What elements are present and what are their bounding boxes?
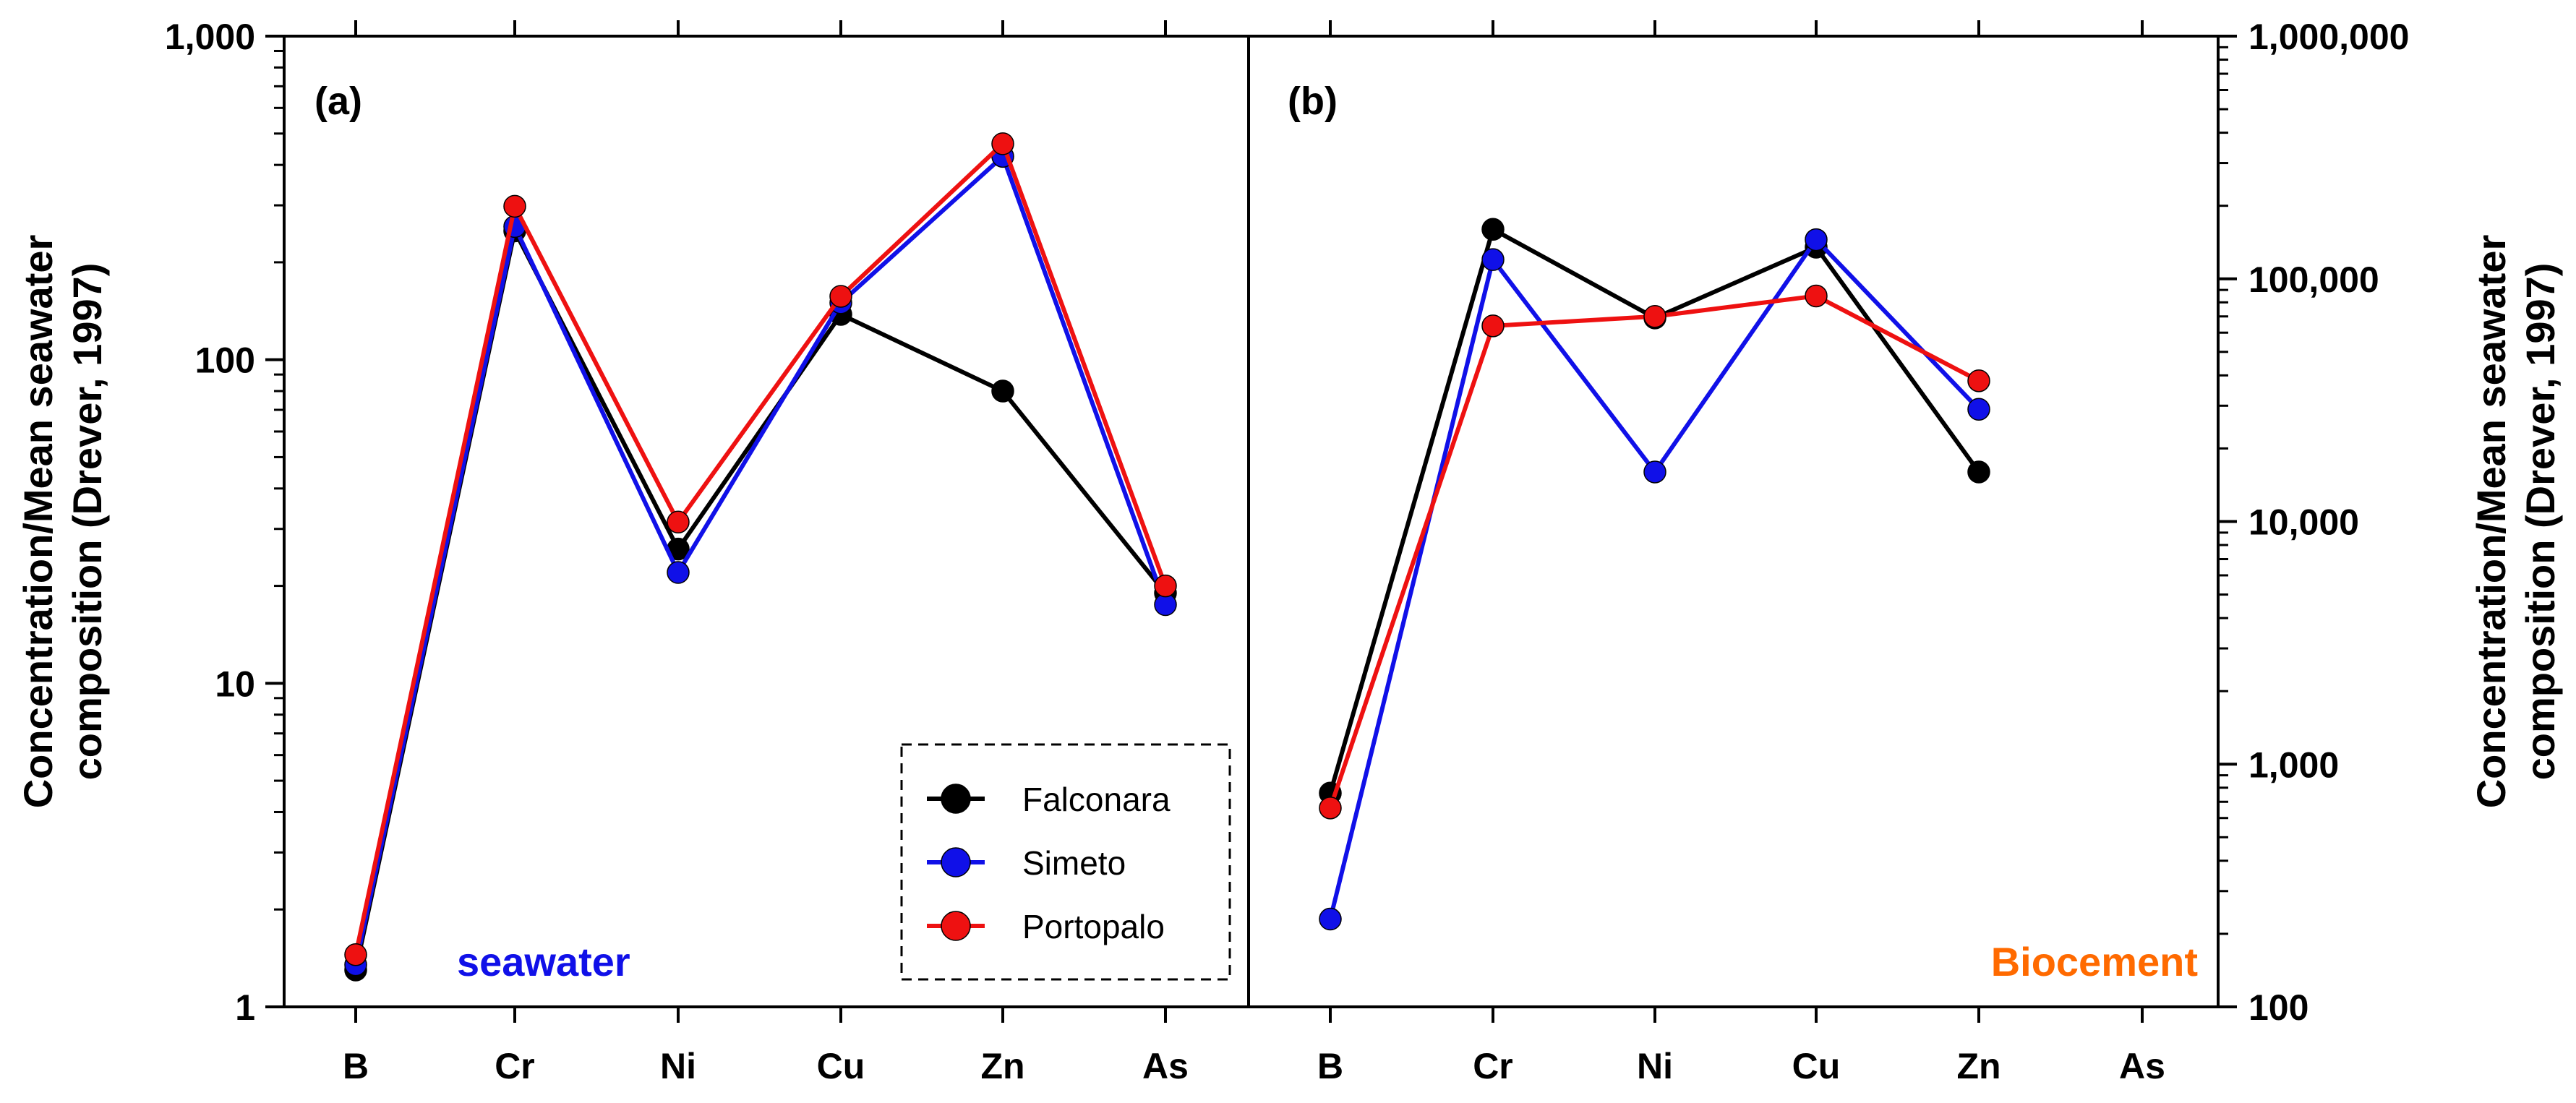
legend-marker-falconara: [941, 784, 971, 814]
legend: Falconara Simeto Portopalo: [900, 743, 1231, 981]
panel-label-b: (b): [1288, 80, 1338, 123]
legend-marker-portopalo: [941, 911, 971, 941]
point-falconara-zn-b: [1967, 460, 1990, 484]
series-line-simeto-b: [1328, 237, 1981, 920]
legend-marker-simeto: [941, 847, 971, 877]
y-tick-label-b-1: 1,000: [2248, 744, 2339, 785]
y-tick-label-a-1: 10: [215, 664, 255, 704]
plot-frame: [283, 35, 2220, 1008]
x-tick-label-b-Cr: Cr: [1473, 1046, 1513, 1086]
point-portopalo-cr-b: [1481, 314, 1505, 338]
x-tick-label-b-As: As: [2119, 1046, 2165, 1086]
x-tick-label-b-B: B: [1317, 1046, 1343, 1086]
x-tick-label-a-Cu: Cu: [817, 1046, 865, 1086]
legend-label-falconara: Falconara: [1022, 781, 1171, 818]
point-simeto-ni-a: [667, 561, 690, 584]
y-axis-title-line1-a: Concentration/Mean seawater: [15, 235, 61, 809]
point-simeto-b-b: [1319, 907, 1342, 931]
point-portopalo-ni-b: [1643, 305, 1666, 328]
y-axis-title-line2-a: composition (Drever, 1997): [64, 263, 110, 781]
x-tick-label-a-Zn: Zn: [980, 1046, 1024, 1086]
point-falconara-zn-a: [991, 379, 1014, 403]
point-portopalo-cr-a: [503, 194, 526, 218]
x-tick-label-a-Ni: Ni: [660, 1046, 696, 1086]
y-tick-label-a-3: 1,000: [165, 17, 255, 57]
legend-label-simeto: Simeto: [1022, 844, 1126, 882]
x-tick-label-a-B: B: [343, 1046, 369, 1086]
y-tick-label-b-4: 1,000,000: [2248, 17, 2409, 57]
frame-layer: [283, 35, 2220, 1008]
point-simeto-cu-b: [1805, 228, 1828, 252]
y-tick-label-b-3: 100,000: [2248, 259, 2379, 300]
annotation-seawater: seawater: [457, 939, 630, 984]
legend-label-portopalo: Portopalo: [1022, 908, 1165, 945]
point-portopalo-ni-a: [667, 510, 690, 534]
x-tick-label-b-Zn: Zn: [1956, 1046, 2001, 1086]
point-portopalo-as-a: [1154, 574, 1177, 598]
series-line-portopalo-b: [1328, 293, 1980, 809]
point-simeto-cr-b: [1481, 248, 1505, 271]
y-tick-label-b-0: 100: [2248, 987, 2308, 1028]
y-tick-label-a-0: 1: [235, 987, 255, 1028]
x-tick-label-a-Cr: Cr: [495, 1046, 535, 1086]
series-line-simeto-a: [354, 154, 1168, 966]
point-simeto-ni-b: [1643, 460, 1666, 484]
x-tick-label-a-As: As: [1142, 1046, 1189, 1086]
series-line-portopalo-a: [354, 141, 1168, 956]
annotation-biocement: Biocement: [1991, 939, 2198, 984]
point-portopalo-b-b: [1319, 797, 1342, 820]
panel-b: B Cr Ni Cu Zn As 100 1,000 10,000 100,000 1,000,00…: [1288, 17, 2563, 1086]
y-tick-label-b-2: 10,000: [2248, 502, 2359, 543]
x-tick-label-b-Ni: Ni: [1637, 1046, 1673, 1086]
y-axis-title-line2-b: composition (Drever, 1997): [2517, 263, 2563, 781]
y-axis-title-line1-b: Concentration/Mean seawater: [2468, 235, 2514, 809]
point-simeto-zn-b: [1967, 398, 1990, 421]
point-portopalo-cu-b: [1805, 284, 1828, 308]
x-tick-label-b-Cu: Cu: [1792, 1046, 1841, 1086]
y-tick-label-a-2: 100: [195, 340, 255, 381]
point-portopalo-b-a: [344, 943, 367, 966]
point-portopalo-zn-b: [1967, 369, 1990, 392]
panel-label-a: (a): [314, 80, 362, 123]
point-portopalo-cu-a: [829, 285, 852, 308]
point-falconara-cr-b: [1481, 218, 1505, 241]
point-portopalo-zn-a: [991, 132, 1014, 155]
panel-a: B Cr Ni Cu Zn As 1 10 100 1,000 Concentration/Mean…: [15, 17, 1189, 1086]
